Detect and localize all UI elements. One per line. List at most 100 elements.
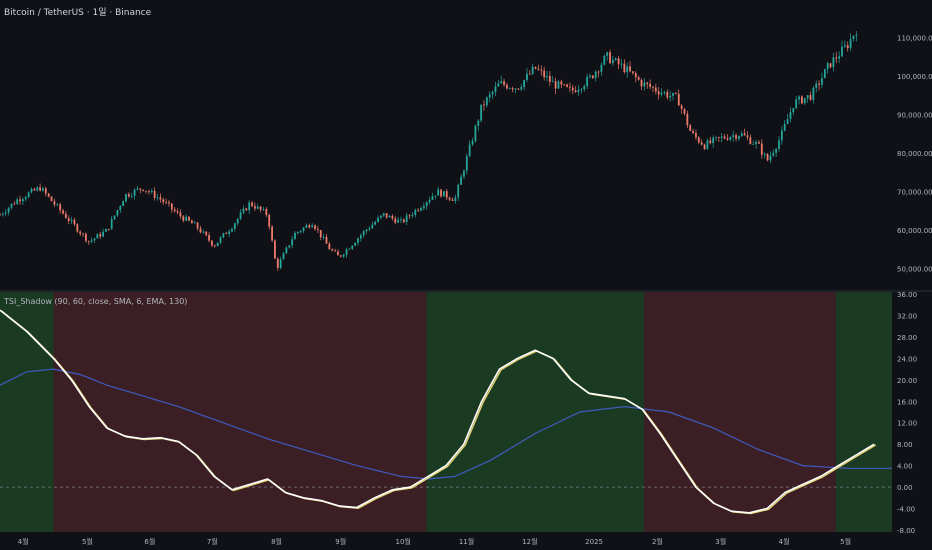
indicator-title: TSI_Shadow (90, 60, close, SMA, 6, EMA, …: [4, 297, 188, 306]
candle-body: [188, 216, 190, 221]
indicator-tick-label: 36.00: [897, 291, 917, 299]
candle-body: [351, 245, 354, 249]
candle-body: [603, 55, 606, 65]
candle-body: [577, 89, 580, 92]
candle-body: [59, 204, 62, 211]
candle-body: [508, 88, 511, 90]
candle-body: [73, 219, 76, 225]
candle-body: [445, 191, 448, 198]
candle-body: [474, 125, 477, 141]
candle-body: [67, 218, 70, 221]
time-tick-label: 6월: [144, 537, 155, 546]
candle-body: [766, 154, 769, 161]
candle-body: [196, 222, 199, 229]
candle-body: [629, 66, 631, 72]
candle-body: [775, 148, 778, 153]
candle-body: [170, 203, 173, 210]
candle-body: [425, 202, 428, 207]
candle-body: [448, 197, 451, 200]
candle-body: [812, 87, 815, 100]
candle-body: [434, 195, 437, 197]
time-tick-label: 11월: [459, 537, 474, 546]
candle-body: [139, 188, 142, 190]
candle-body: [385, 213, 388, 218]
candle-body: [483, 104, 485, 106]
candle-body: [222, 233, 225, 238]
candle-body: [213, 245, 216, 247]
candle-body: [62, 210, 64, 214]
candle-body: [142, 189, 145, 191]
candle-body: [778, 140, 780, 149]
candle-body: [574, 90, 577, 92]
candle-body: [614, 58, 617, 60]
candle-body: [233, 223, 236, 229]
candle-body: [460, 176, 462, 185]
candle-body: [125, 194, 127, 202]
candle-body: [22, 199, 24, 202]
candle-body: [391, 215, 394, 219]
time-tick-label: 4월: [779, 537, 790, 546]
candle-body: [528, 73, 531, 75]
time-tick-label: 5월: [82, 537, 93, 546]
candle-body: [380, 215, 382, 218]
candle-body: [632, 71, 634, 74]
candle-body: [769, 155, 772, 161]
candle-body: [703, 144, 706, 149]
candle-body: [431, 196, 434, 200]
candle-body: [276, 258, 279, 268]
candle-body: [288, 245, 291, 248]
indicator-lines: [0, 309, 892, 515]
candle-body: [311, 225, 314, 228]
candle-body: [560, 81, 563, 85]
candle-body: [801, 96, 803, 104]
candle-body: [440, 189, 442, 197]
candle-body: [19, 199, 21, 202]
candle-body: [251, 202, 253, 207]
candle-body: [205, 231, 208, 236]
candle-body: [437, 189, 440, 196]
candle-body: [623, 63, 626, 73]
price-tick-label: 90,000.00: [897, 111, 932, 119]
candle-body: [279, 259, 282, 268]
time-tick-label: 5월: [840, 537, 851, 546]
candle-body: [600, 64, 603, 72]
time-tick-label: 12월: [522, 537, 537, 546]
candle-body: [637, 77, 640, 80]
indicator-tick-label: 12.00: [897, 420, 917, 428]
candle-body: [202, 231, 205, 233]
candle-body: [90, 240, 93, 242]
candle-body: [400, 219, 402, 221]
candle-body: [122, 201, 125, 207]
candle-body: [526, 73, 528, 81]
candle-body: [87, 240, 90, 242]
candle-body: [749, 137, 752, 144]
candle-body: [354, 242, 357, 246]
indicator-tick-label: -4.00: [897, 506, 915, 514]
indicator-tick-label: 20.00: [897, 377, 917, 385]
candle-body: [236, 218, 239, 224]
candle-body: [136, 188, 139, 190]
candle-body: [245, 208, 248, 211]
candle-body: [821, 78, 823, 85]
candle-body: [468, 144, 471, 157]
candle-body: [85, 233, 87, 241]
candle-body: [835, 57, 838, 59]
candle-body: [566, 84, 568, 87]
candle-body: [225, 233, 228, 235]
candle-body: [849, 38, 852, 49]
candle-body: [706, 140, 709, 149]
candle-body: [715, 137, 717, 138]
candle-body: [548, 75, 551, 82]
candle-body: [190, 220, 193, 224]
candle-body: [712, 137, 715, 144]
candle-body: [511, 88, 514, 90]
candle-body: [795, 99, 798, 109]
candle-body: [299, 230, 302, 232]
candle-body: [127, 194, 130, 197]
candle-body: [27, 192, 30, 198]
candle-body: [168, 202, 170, 204]
candle-body: [514, 88, 517, 90]
candle-body: [841, 46, 843, 57]
candle-body: [110, 219, 113, 230]
